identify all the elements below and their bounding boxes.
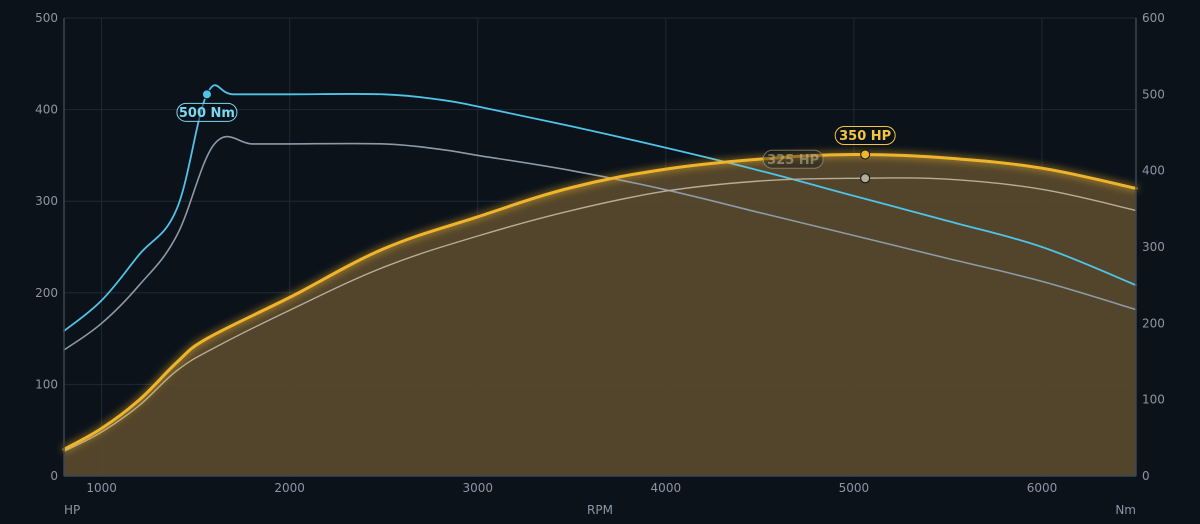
peak-marker-label: 500 Nm xyxy=(179,106,235,121)
fill-layer xyxy=(64,154,1136,477)
y-right-tick-label: 0 xyxy=(1142,469,1150,483)
x-tick-label: 3000 xyxy=(462,481,493,495)
peak-marker-badge: 325 HP xyxy=(762,149,824,169)
peak-marker-badge: 500 Nm xyxy=(176,102,238,122)
y-right-tick-label: 100 xyxy=(1142,393,1165,407)
x-tick-label: 6000 xyxy=(1027,481,1058,495)
x-tick-label: 5000 xyxy=(839,481,870,495)
series-layer xyxy=(62,84,1138,452)
y-right-tick-label: 200 xyxy=(1142,316,1165,330)
x-tick-label: 1000 xyxy=(86,481,117,495)
hp-stock-line xyxy=(63,177,1137,452)
y-left-tick-label: 500 xyxy=(35,11,58,25)
peak-marker-label: 325 HP xyxy=(767,153,819,168)
torque-tuned-line xyxy=(63,84,1137,332)
peak-marker-dot xyxy=(860,149,871,160)
y-left-tick-label: 300 xyxy=(35,194,58,208)
y-right-tick-label: 300 xyxy=(1142,240,1165,254)
badge-background xyxy=(762,149,824,169)
y-left-tick-label: 400 xyxy=(35,103,58,117)
y-right-tick-label: 500 xyxy=(1142,87,1165,101)
peak-marker-dot xyxy=(201,89,212,100)
y-right-axis-title: Nm xyxy=(1115,503,1136,517)
hp-tuned-area xyxy=(64,154,1136,477)
y-left-tick-label: 200 xyxy=(35,286,58,300)
marker-layer: 500 Nm 350 HP 325 HP xyxy=(176,89,896,184)
y-left-axis-title: HP xyxy=(64,503,80,517)
peak-marker-badge: 350 HP xyxy=(834,125,896,145)
peak-marker-dot xyxy=(860,173,871,184)
y-right-tick-label: 600 xyxy=(1142,11,1165,25)
x-axis-title: RPM xyxy=(587,503,613,517)
peak-marker-label: 350 HP xyxy=(839,129,891,144)
badge-background xyxy=(176,102,238,122)
hp-tuned-line xyxy=(62,152,1138,451)
badge-background xyxy=(834,125,896,145)
y-right-tick-label: 400 xyxy=(1142,164,1165,178)
x-tick-label: 4000 xyxy=(651,481,682,495)
torque-stock-line xyxy=(63,135,1137,351)
y-left-tick-label: 0 xyxy=(50,469,58,483)
x-tick-label: 2000 xyxy=(274,481,305,495)
y-left-tick-label: 100 xyxy=(35,377,58,391)
